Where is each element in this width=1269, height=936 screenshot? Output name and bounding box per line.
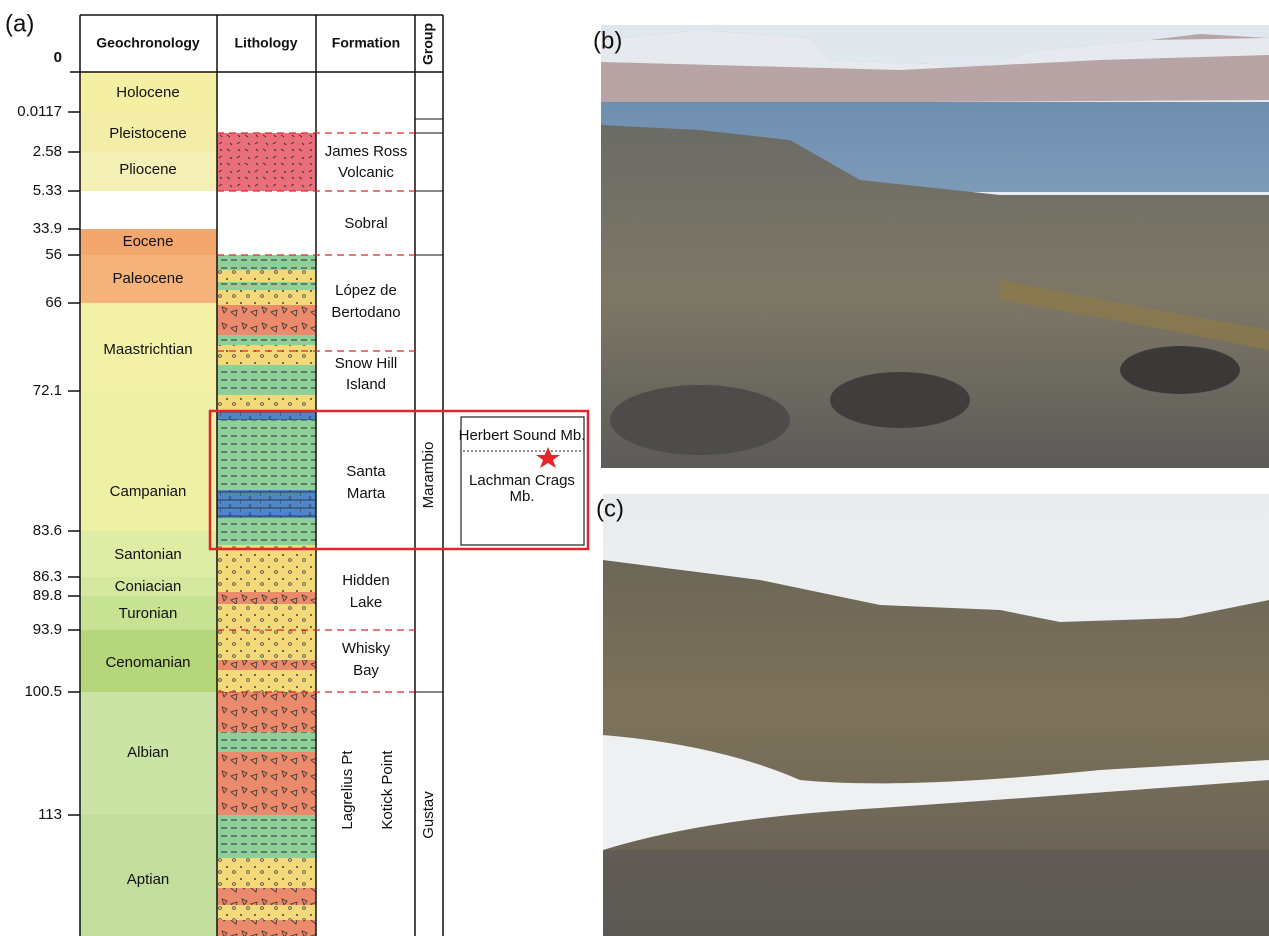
column-header: Lithology bbox=[235, 35, 298, 51]
lithology-band bbox=[217, 888, 316, 905]
formation-label: Island bbox=[346, 376, 386, 393]
lithology-band bbox=[217, 858, 316, 888]
age-label: 113 bbox=[38, 806, 62, 823]
epoch-label: Campanian bbox=[110, 483, 187, 500]
epoch-label: Coniacian bbox=[115, 578, 182, 595]
epoch-label: Turonian bbox=[119, 605, 178, 622]
lithology-band bbox=[217, 920, 316, 936]
age-label: 72.1 bbox=[33, 382, 62, 399]
panel-label: (b) bbox=[593, 27, 622, 54]
panel-label: (c) bbox=[596, 495, 624, 522]
member-label: Herbert Sound Mb. bbox=[459, 427, 586, 444]
lithology-band bbox=[217, 395, 316, 411]
age-label: 2.58 bbox=[33, 143, 62, 160]
column-header: Geochronology bbox=[96, 35, 200, 51]
formation-label: López de bbox=[335, 282, 397, 299]
lithology-band bbox=[217, 305, 316, 335]
lithology-band bbox=[217, 282, 316, 290]
lithology-band bbox=[217, 335, 316, 345]
column-header: Formation bbox=[332, 35, 400, 51]
epoch-label: Pliocene bbox=[119, 161, 177, 178]
formation-label: Marta bbox=[347, 485, 386, 502]
epoch-label: Paleocene bbox=[113, 270, 184, 287]
formation-label: James Ross bbox=[325, 143, 408, 160]
formation-label: Lagrelius Pt bbox=[339, 750, 356, 830]
age-label: 89.8 bbox=[33, 587, 62, 604]
epoch-label: Maastrichtian bbox=[103, 341, 192, 358]
formation-label: Sobral bbox=[344, 215, 387, 232]
age-label: 56 bbox=[45, 246, 62, 263]
formation-label: Bay bbox=[353, 662, 379, 679]
column-header: Group bbox=[420, 23, 436, 65]
lithology-band bbox=[217, 345, 316, 365]
age-label: 0.0117 bbox=[17, 103, 62, 120]
age-label: 33.9 bbox=[33, 220, 62, 237]
formation-label: Bertodano bbox=[331, 304, 400, 321]
lithology-band bbox=[217, 490, 316, 518]
lithology-band bbox=[217, 732, 316, 752]
lithology-band bbox=[217, 411, 316, 420]
lithology-band bbox=[217, 905, 316, 920]
lithology-band bbox=[217, 518, 316, 545]
lithology-band bbox=[217, 133, 316, 191]
panel-label: (a) bbox=[5, 10, 34, 37]
lithology-band bbox=[217, 545, 316, 592]
photo-c bbox=[603, 494, 1269, 936]
age-label: 5.33 bbox=[33, 182, 62, 199]
lithology-band bbox=[217, 420, 316, 490]
epoch-label: Eocene bbox=[123, 233, 174, 250]
epoch-label: Albian bbox=[127, 744, 169, 761]
lithology-band bbox=[217, 752, 316, 815]
lithology-band bbox=[217, 604, 316, 660]
age-label: 66 bbox=[45, 294, 62, 311]
formation-label: Whisky bbox=[342, 640, 391, 657]
photo-b bbox=[601, 25, 1269, 468]
lithology-band bbox=[217, 592, 316, 604]
lithology-band bbox=[217, 255, 316, 270]
strat-column: Holocene Pleistocene Pliocene Eocene Paleoce… bbox=[17, 15, 443, 936]
member-label: Mb. bbox=[509, 488, 534, 505]
member-label: Lachman Crags bbox=[469, 472, 575, 489]
lithology-band bbox=[217, 660, 316, 670]
epoch-label: Holocene bbox=[116, 84, 179, 101]
formation-label: Volcanic bbox=[338, 164, 394, 181]
age-label: 86.3 bbox=[33, 568, 62, 585]
age-label: 100.5 bbox=[24, 683, 62, 700]
formation-label: Hidden bbox=[342, 572, 390, 589]
epoch-label: Santonian bbox=[114, 546, 182, 563]
epoch-label: Cenomanian bbox=[105, 654, 190, 671]
group-label: Gustav bbox=[420, 791, 437, 839]
age-label: 83.6 bbox=[33, 522, 62, 539]
formation-label: Santa bbox=[346, 463, 386, 480]
epoch-block bbox=[80, 391, 217, 531]
epoch-label: Aptian bbox=[127, 871, 170, 888]
age-label: 93.9 bbox=[33, 621, 62, 638]
formation-label: Kotick Point bbox=[379, 750, 396, 830]
lithology-band bbox=[217, 270, 316, 282]
formation-label: Lake bbox=[350, 594, 383, 611]
formation-label: Snow Hill bbox=[335, 355, 398, 372]
lithology-band bbox=[217, 670, 316, 692]
lithology-band bbox=[217, 815, 316, 858]
epoch-label: Pleistocene bbox=[109, 125, 187, 142]
lithology-band bbox=[217, 365, 316, 395]
lithology-band bbox=[217, 290, 316, 305]
lithology-band bbox=[217, 692, 316, 732]
group-label: Marambio bbox=[420, 442, 437, 509]
figure: Holocene Pleistocene Pliocene Eocene Paleoce… bbox=[0, 0, 1269, 936]
age-label: 0 bbox=[54, 49, 62, 66]
